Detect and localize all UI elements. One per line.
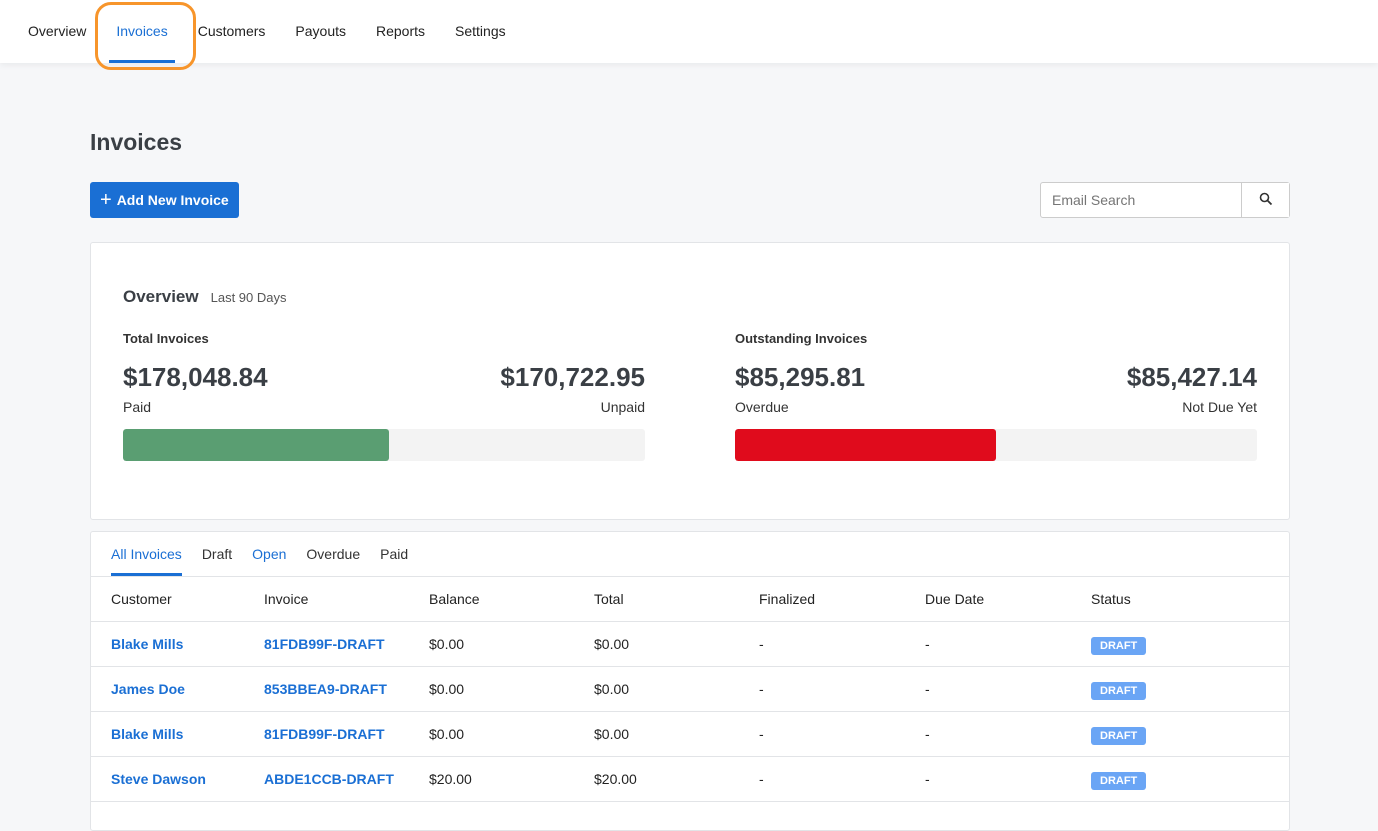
status-cell: DRAFT — [1091, 771, 1147, 790]
overview-card: Overview Last 90 Days Total Invoices $17… — [90, 242, 1290, 520]
main-content: Invoices + Add New Invoice Overview Last… — [90, 63, 1290, 831]
balance: $0.00 — [429, 636, 465, 652]
nav-invoices[interactable]: Invoices — [101, 0, 182, 63]
due-date: - — [925, 636, 930, 652]
due-date: - — [925, 726, 930, 742]
tab-open[interactable]: Open — [252, 546, 287, 562]
paid-progress-fill — [123, 429, 390, 461]
nav-payouts[interactable]: Payouts — [295, 23, 346, 39]
invoice-link[interactable]: 853BBEA9-DRAFT — [264, 681, 387, 697]
header-finalized: Finalized — [759, 591, 816, 607]
overview-period: Last 90 Days — [210, 290, 287, 305]
paid-label: Paid — [123, 399, 152, 415]
invoices-table-card: All Invoices Draft Open Overdue Paid Cus… — [90, 531, 1290, 831]
overdue-progress-fill — [735, 429, 996, 461]
header-balance: Balance — [429, 591, 480, 607]
unpaid-amount: $170,722.95 — [500, 362, 645, 392]
nav-reports[interactable]: Reports — [376, 23, 426, 39]
table-row[interactable]: Blake Mills 81FDB99F-DRAFT $0.00 $0.00 - - DRA… — [91, 712, 1289, 757]
customer-link[interactable]: Blake Mills — [111, 726, 184, 742]
total: $0.00 — [594, 726, 630, 742]
header-total: Total — [594, 591, 624, 607]
overview-title: Overview — [123, 287, 199, 306]
unpaid-label: Unpaid — [600, 399, 645, 415]
table-row[interactable]: James Doe 853BBEA9-DRAFT $0.00 $0.00 - - DRAFT — [91, 667, 1289, 712]
outstanding-title: Outstanding Invoices — [735, 331, 868, 346]
finalized: - — [759, 771, 764, 787]
paid-progress-bar — [123, 429, 645, 461]
email-search — [1040, 182, 1290, 218]
total-invoices: Total Invoices $178,048.84 Paid $170,722.… — [123, 331, 645, 461]
table-row[interactable]: Steve Dawson ABDE1CCB-DRAFT $20.00 $20.00 - -… — [91, 757, 1289, 802]
nav-overview[interactable]: Overview — [28, 23, 87, 39]
invoice-link[interactable]: 81FDB99F-DRAFT — [264, 726, 385, 742]
customer-link[interactable]: Steve Dawson — [111, 771, 206, 787]
total: $0.00 — [594, 681, 630, 697]
status-cell: DRAFT — [1091, 726, 1147, 745]
not-due-amount: $85,427.14 — [1126, 362, 1257, 392]
not-due-label: Not Due Yet — [1182, 399, 1257, 415]
status-badge: DRAFT — [1091, 772, 1147, 790]
overdue-progress-bar — [735, 429, 1257, 461]
status-cell: DRAFT — [1091, 681, 1147, 700]
table-header: Customer Invoice Balance Total Finalized… — [91, 577, 1289, 622]
due-date: - — [925, 771, 930, 787]
table-row[interactable]: Blake Mills 81FDB99F-DRAFT $0.00 $0.00 - - DRA… — [91, 622, 1289, 667]
finalized: - — [759, 726, 764, 742]
balance: $20.00 — [429, 771, 472, 787]
status-badge: DRAFT — [1091, 727, 1147, 745]
tab-all-invoices[interactable]: All Invoices — [111, 532, 182, 576]
page-title: Invoices — [90, 129, 183, 155]
overdue-label: Overdue — [735, 399, 789, 415]
total-invoices-title: Total Invoices — [123, 331, 209, 346]
invoice-link[interactable]: 81FDB99F-DRAFT — [264, 636, 385, 652]
customer-link[interactable]: James Doe — [111, 681, 185, 697]
header-customer: Customer — [111, 591, 172, 607]
outstanding-invoices: Outstanding Invoices $85,295.81 Overdue $… — [735, 331, 1257, 461]
tab-paid[interactable]: Paid — [380, 546, 409, 562]
finalized: - — [759, 681, 764, 697]
tab-draft[interactable]: Draft — [201, 546, 233, 562]
due-date: - — [925, 681, 930, 697]
total: $20.00 — [594, 771, 637, 787]
header-due-date: Due Date — [925, 591, 985, 607]
tab-overdue[interactable]: Overdue — [306, 546, 361, 562]
balance: $0.00 — [429, 726, 465, 742]
total: $0.00 — [594, 636, 630, 652]
balance: $0.00 — [429, 681, 465, 697]
add-button-label: Add New Invoice — [116, 192, 229, 208]
invoice-link[interactable]: ABDE1CCB-DRAFT — [264, 771, 394, 787]
customer-link[interactable]: Blake Mills — [111, 636, 184, 652]
search-icon — [1259, 192, 1272, 205]
add-new-invoice-button[interactable]: + Add New Invoice — [90, 182, 239, 218]
nav-settings[interactable]: Settings — [455, 23, 506, 39]
status-badge: DRAFT — [1091, 637, 1147, 655]
header-invoice: Invoice — [264, 591, 309, 607]
status-badge: DRAFT — [1091, 682, 1147, 700]
header-status: Status — [1091, 591, 1131, 607]
plus-icon: + — [100, 189, 112, 211]
nav-customers[interactable]: Customers — [197, 23, 266, 39]
finalized: - — [759, 636, 764, 652]
status-cell: DRAFT — [1091, 636, 1147, 655]
top-nav: Overview Invoices Customers Payouts Repo… — [0, 0, 1378, 70]
email-search-input[interactable] — [1041, 183, 1241, 217]
overdue-amount: $85,295.81 — [735, 362, 866, 392]
search-button[interactable] — [1241, 183, 1289, 217]
paid-amount: $178,048.84 — [123, 362, 268, 392]
